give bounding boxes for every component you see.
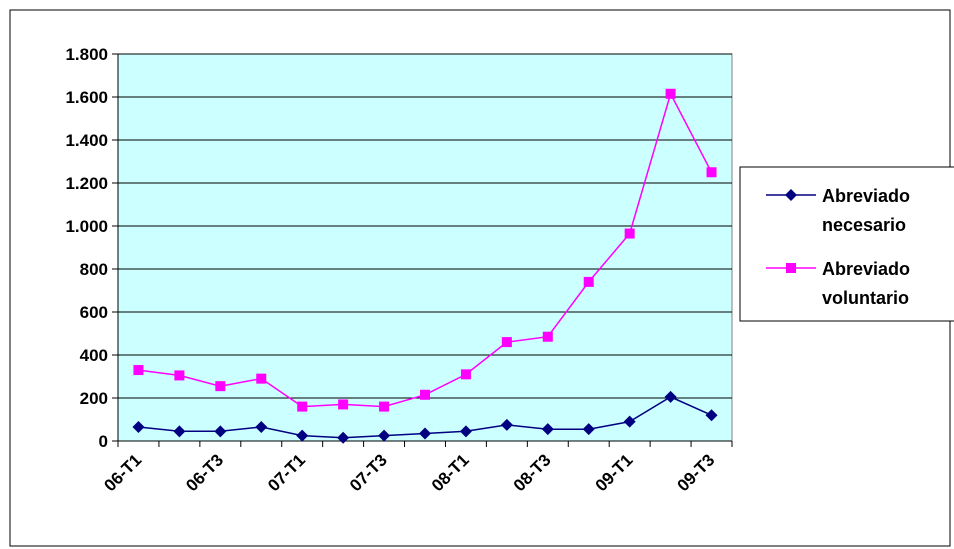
data-point-voluntario [501,337,512,348]
y-tick-label: 1.400 [65,131,108,150]
data-point-voluntario [379,401,390,412]
data-point-necesario [173,425,186,438]
legend-label-voluntario-line1: Abreviado [822,259,910,279]
data-point-voluntario [460,369,471,380]
data-point-voluntario [174,370,185,381]
legend-label-necesario-line1: Abreviado [822,186,910,206]
data-point-voluntario [420,389,430,400]
data-point-necesario [582,423,595,436]
data-point-necesario [623,415,636,428]
data-point-necesario [664,390,677,403]
data-point-voluntario [256,373,267,384]
data-point-necesario [705,409,718,422]
data-point-necesario [541,423,554,436]
data-point-voluntario [215,381,226,392]
legend-label-necesario-line2: necesario [822,215,906,235]
legend-swatch-marker-voluntario [786,263,796,273]
y-tick-label: 0 [99,432,108,451]
data-point-necesario [378,429,391,442]
data-point-voluntario [624,228,635,239]
legend: Abreviado necesario Abreviado voluntario [739,166,954,322]
y-tick-label: 1.200 [65,174,108,193]
legend-label-voluntario-line2: voluntario [822,288,909,308]
data-point-voluntario [542,331,553,342]
data-point-voluntario [133,365,144,376]
y-tick-label: 800 [80,260,108,279]
legend-swatch-marker-necesario [785,189,797,201]
data-point-necesario [296,429,309,442]
data-point-voluntario [665,88,676,99]
data-point-voluntario [583,276,594,287]
y-tick-label: 1.600 [65,88,108,107]
legend-box [739,166,954,322]
data-point-necesario [459,425,472,438]
data-point-necesario [500,418,513,431]
gridlines [118,53,732,399]
data-point-voluntario [338,399,349,410]
data-point-necesario [255,421,268,434]
data-point-voluntario [297,401,308,412]
data-point-necesario [419,427,431,440]
data-point-voluntario [706,167,717,178]
y-tick-label: 400 [80,346,108,365]
data-point-necesario [214,425,227,438]
plot-area [117,53,733,442]
series-group [132,88,718,444]
data-point-necesario [337,431,350,444]
y-tick-label: 200 [80,389,108,408]
data-point-necesario [132,421,145,434]
y-tick-label: 600 [80,303,108,322]
y-tick-label: 1.800 [65,45,108,64]
y-tick-label: 1.000 [65,217,108,236]
